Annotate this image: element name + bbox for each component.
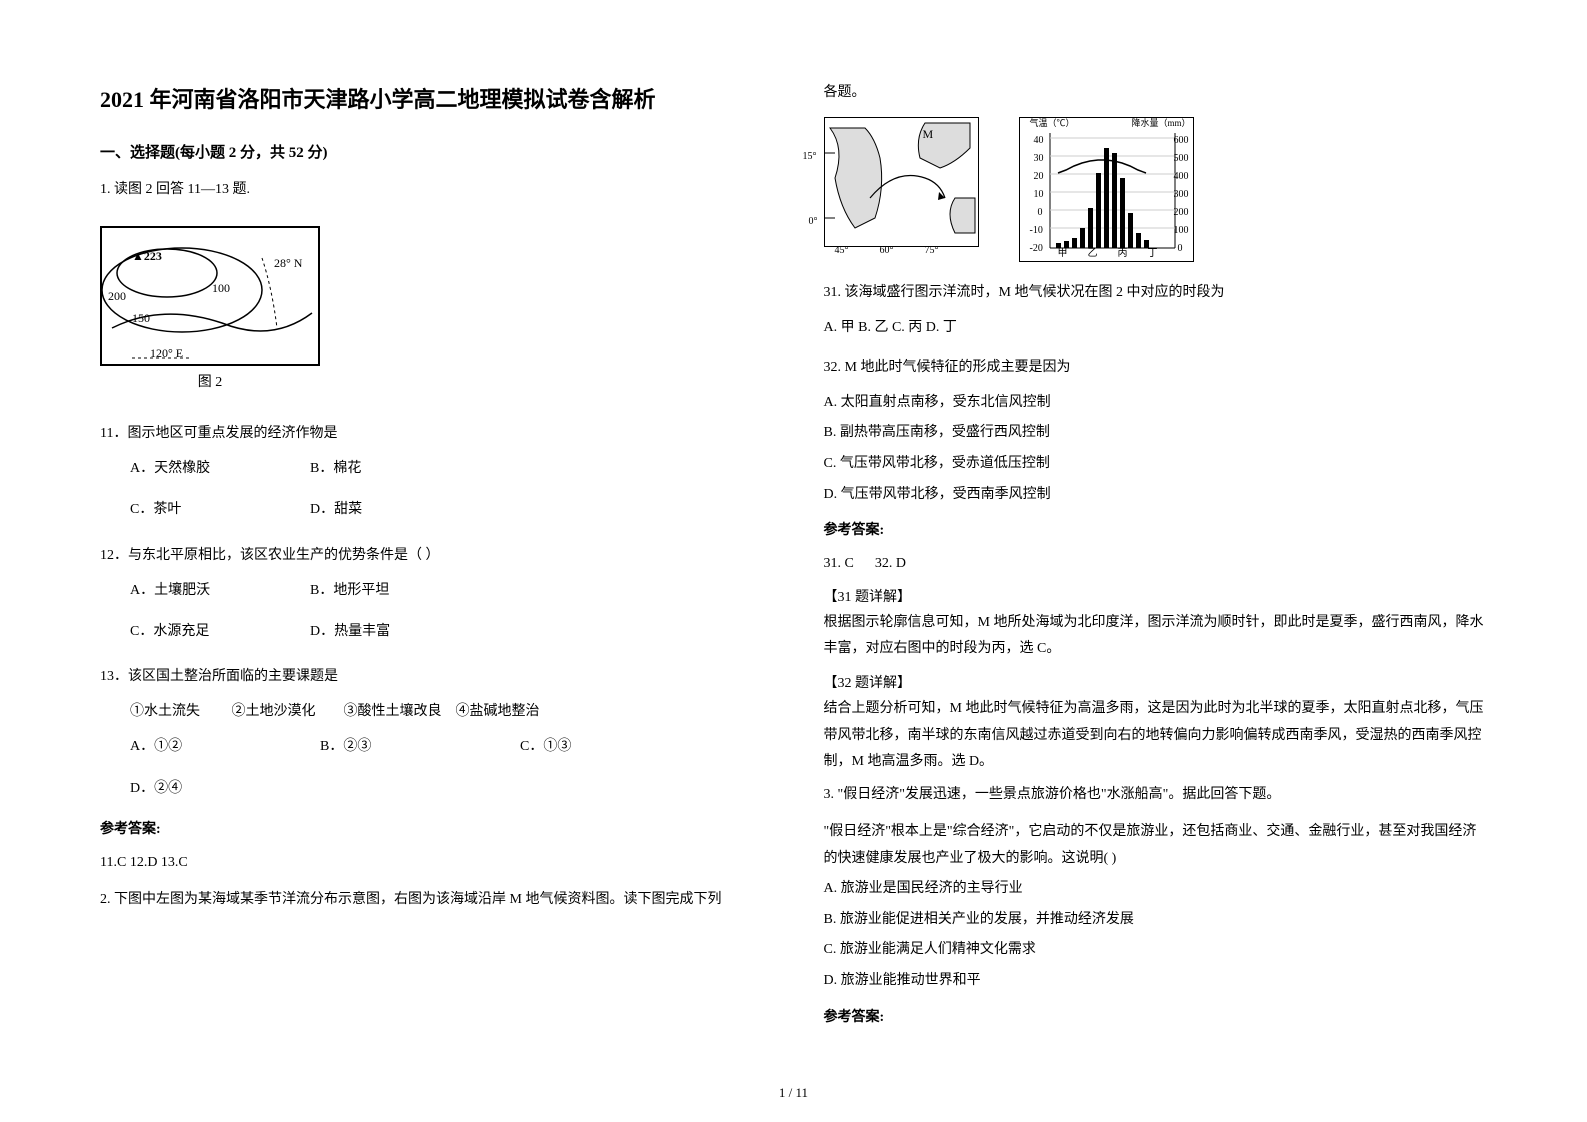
- q32-text: 32. M 地此时气候特征的形成主要是因为: [824, 355, 1488, 380]
- r200: 200: [1174, 204, 1189, 222]
- t0: 0: [1038, 204, 1043, 222]
- q32-opt-b: B. 副热带高压南移，受盛行西风控制: [824, 420, 1488, 447]
- q11: 11．图示地区可重点发展的经济作物是 A．天然橡胶 B．棉花 C．茶叶 D．甜菜: [100, 421, 764, 529]
- q12: 12．与东北平原相比，该区农业生产的优势条件是（ ） A．土壤肥沃 B．地形平坦…: [100, 543, 764, 651]
- q13-subitems: ①水土流失 ②土地沙漠化 ③酸性土壤改良 ④盐碱地整治: [130, 699, 764, 724]
- q13: 13．该区国土整治所面临的主要课题是 ①水土流失 ②土地沙漠化 ③酸性土壤改良 …: [100, 664, 764, 807]
- answers-11-13: 11.C 12.D 13.C: [100, 850, 764, 875]
- t30: 30: [1034, 150, 1044, 168]
- q3-text: "假日经济"根本上是"综合经济"，它启动的不仅是旅游业，还包括商业、交通、金融行…: [824, 819, 1488, 872]
- r500: 500: [1174, 150, 1189, 168]
- t40: 40: [1034, 132, 1044, 150]
- tm10: -10: [1030, 222, 1043, 240]
- q3-intro: 3. "假日经济"发展迅速，一些景点旅游价格也"水涨船高"。据此回答下题。: [824, 782, 1488, 807]
- map-M-label: M: [923, 124, 934, 146]
- map-lon60: 60°: [880, 242, 894, 260]
- x-jia: 甲: [1058, 245, 1068, 263]
- map-lat15: 15°: [803, 148, 817, 166]
- q32-opt-a: A. 太阳直射点南移，受东北信风控制: [824, 390, 1488, 417]
- figure2-box: ▲223 200 150 100 28° N 120° E: [100, 226, 320, 366]
- map-svg: [825, 118, 980, 248]
- q32: 32. M 地此时气候特征的形成主要是因为 A. 太阳直射点南移，受东北信风控制…: [824, 355, 1488, 509]
- q11-opt-d: D．甜菜: [310, 497, 490, 522]
- q13-subitems-text: ①水土流失 ②土地沙漠化 ③酸性土壤改良 ④盐碱地整治: [130, 699, 540, 724]
- q13-opt-b: B．②③: [320, 734, 520, 759]
- r400: 400: [1174, 168, 1189, 186]
- r100: 100: [1174, 222, 1189, 240]
- q12-opt-b: B．地形平坦: [310, 578, 490, 603]
- q3-opt-b: B. 旅游业能促进相关产业的发展，并推动经济发展: [824, 907, 1488, 934]
- detail-32-text: 结合上题分析可知，M 地此时气候特征为高温多雨，这是因为此时为北半球的夏季，太阳…: [824, 696, 1488, 776]
- q11-opt-c: C．茶叶: [130, 497, 310, 522]
- t20: 20: [1034, 168, 1044, 186]
- map-chart-figure: M 15° 0° 45° 60° 75°: [824, 117, 1488, 262]
- ocean-map: M 15° 0° 45° 60° 75°: [824, 117, 979, 247]
- detail-31-head: 【31 题详解】: [824, 585, 1488, 610]
- q13-text: 13．该区国土整治所面临的主要课题是: [100, 664, 764, 689]
- q11-opt-b: B．棉花: [310, 456, 490, 481]
- q12-text: 12．与东北平原相比，该区农业生产的优势条件是（ ）: [100, 543, 764, 568]
- figure2-caption: 图 2: [100, 370, 320, 395]
- q12-options-row2: C．水源充足 D．热量丰富: [130, 619, 764, 650]
- q32-opt-c: C. 气压带风带北移，受赤道低压控制: [824, 451, 1488, 478]
- x-bing: 丙: [1118, 245, 1128, 263]
- tm20: -20: [1030, 240, 1043, 258]
- ref-answer-label-1: 参考答案:: [100, 817, 764, 842]
- lon-label: 120° E: [150, 343, 183, 365]
- q32-opt-d: D. 气压带风带北移，受西南季风控制: [824, 482, 1488, 509]
- x-yi: 乙: [1088, 245, 1098, 263]
- temp-title: 气温（℃）: [1030, 115, 1075, 131]
- chart-svg: [1020, 118, 1195, 263]
- q3-opt-c: C. 旅游业能满足人们精神文化需求: [824, 937, 1488, 964]
- page-footer: 1 / 11: [779, 1081, 808, 1104]
- c200-label: 200: [108, 286, 126, 308]
- q11-options-row2: C．茶叶 D．甜菜: [130, 497, 764, 528]
- section1-header: 一、选择题(每小题 2 分，共 52 分): [100, 140, 764, 167]
- detail-31-text: 根据图示轮廓信息可知，M 地所处海域为北印度洋，图示洋流为顺时针，即此时是夏季，…: [824, 610, 1488, 663]
- q13-opt-a: A．①②: [130, 734, 320, 759]
- t10: 10: [1034, 186, 1044, 204]
- detail-32-head: 【32 题详解】: [824, 671, 1488, 696]
- q3-opt-d: D. 旅游业能推动世界和平: [824, 968, 1488, 995]
- r600: 600: [1174, 132, 1189, 150]
- map-lat0: 0°: [809, 213, 818, 231]
- map-lon45: 45°: [835, 242, 849, 260]
- q31-options: A. 甲 B. 乙 C. 丙 D. 丁: [824, 315, 1488, 340]
- q31-text: 31. 该海域盛行图示洋流时，M 地气候状况在图 2 中对应的时段为: [824, 280, 1488, 305]
- q3-opt-a: A. 旅游业是国民经济的主导行业: [824, 876, 1488, 903]
- q13-options-row2: D．②④: [130, 776, 764, 807]
- r0: 0: [1178, 240, 1183, 258]
- answers-31-32: 31. C 32. D: [824, 551, 1488, 576]
- q13-options-row1: A．①② B．②③ C．①③: [130, 734, 764, 765]
- ref-answer-label-3: 参考答案:: [824, 1005, 1488, 1030]
- left-column: 2021 年河南省洛阳市天津路小学高二地理模拟试卷含解析 一、选择题(每小题 2…: [100, 80, 764, 1082]
- climate-chart: 气温（℃） 降水量（mm） 40 30 20 10 0 -10 -20 600 …: [1019, 117, 1194, 262]
- q13-opt-d: D．②④: [130, 776, 310, 801]
- q12-options-row1: A．土壤肥沃 B．地形平坦: [130, 578, 764, 609]
- q12-opt-c: C．水源充足: [130, 619, 310, 644]
- q2-cont: 各题。: [824, 80, 1488, 105]
- c100-label: 100: [212, 278, 230, 300]
- map-lon75: 75°: [925, 242, 939, 260]
- q1-intro: 1. 读图 2 回答 11—13 题.: [100, 177, 764, 202]
- q31: 31. 该海域盛行图示洋流时，M 地气候状况在图 2 中对应的时段为 A. 甲 …: [824, 280, 1488, 340]
- q13-opt-c: C．①③: [520, 734, 620, 759]
- figure2: ▲223 200 150 100 28° N 120° E 图 2: [100, 226, 320, 395]
- r300: 300: [1174, 186, 1189, 204]
- q2-intro: 2. 下图中左图为某海域某季节洋流分布示意图，右图为该海域沿岸 M 地气候资料图…: [100, 887, 764, 912]
- q11-opt-a: A．天然橡胶: [130, 456, 310, 481]
- lat-label: 28° N: [274, 253, 302, 275]
- ref-answer-label-2: 参考答案:: [824, 518, 1488, 543]
- q12-opt-d: D．热量丰富: [310, 619, 490, 644]
- peak-label: ▲223: [132, 246, 162, 268]
- rain-title: 降水量（mm）: [1131, 115, 1190, 131]
- q12-opt-a: A．土壤肥沃: [130, 578, 310, 603]
- q11-text: 11．图示地区可重点发展的经济作物是: [100, 421, 764, 446]
- page-title: 2021 年河南省洛阳市天津路小学高二地理模拟试卷含解析: [100, 80, 764, 120]
- x-ding: 丁: [1148, 245, 1158, 263]
- q11-options-row1: A．天然橡胶 B．棉花: [130, 456, 764, 487]
- right-column: 各题。 M 15° 0° 45° 60° 75°: [824, 80, 1488, 1082]
- c150-label: 150: [132, 308, 150, 330]
